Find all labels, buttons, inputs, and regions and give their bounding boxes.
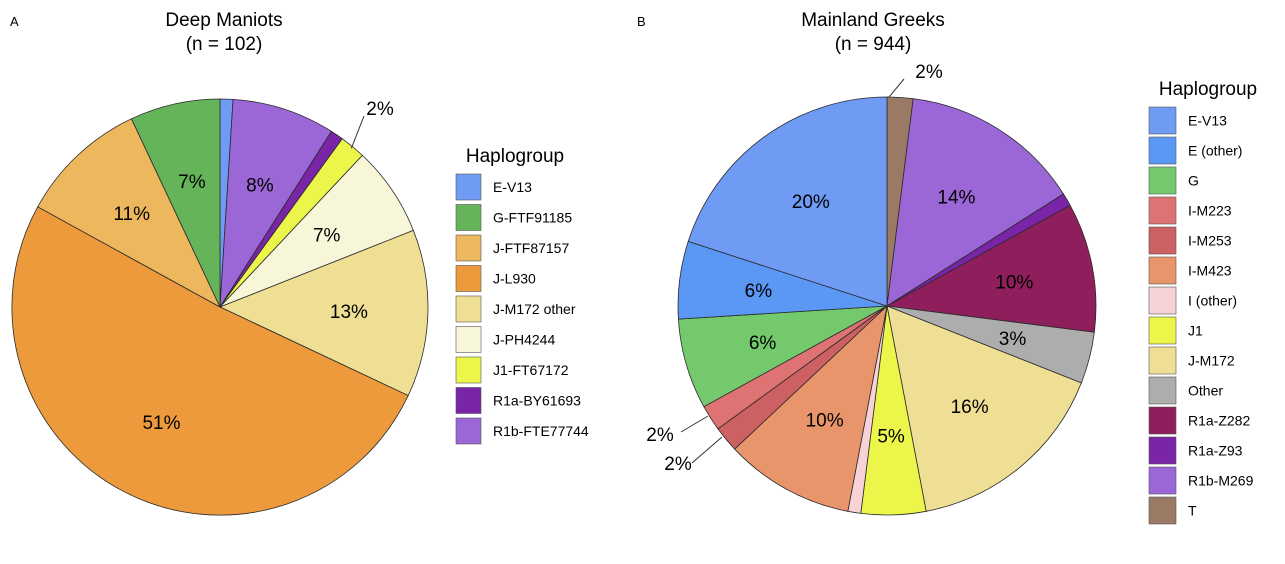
slice-label-j1: 5% xyxy=(877,427,905,448)
panel-b-subtitle: (n = 944) xyxy=(835,34,912,55)
slice-label-i-m423: 10% xyxy=(806,411,844,432)
slice-label-other: 3% xyxy=(999,329,1027,350)
legend-label-j1: J1 xyxy=(1188,323,1203,339)
legend-label-other: Other xyxy=(1188,383,1223,399)
callout-line-i-m253 xyxy=(691,436,723,464)
legend-swatch-i-m253 xyxy=(1148,226,1177,255)
legend-label-e-v13: E-V13 xyxy=(493,179,532,195)
legend-label-j1-ft67172: J1-FT67172 xyxy=(493,362,569,378)
slice-label-j-m172: 16% xyxy=(951,397,989,418)
slice-label-j1-ft67172: 2% xyxy=(366,99,394,120)
slice-label-t: 2% xyxy=(915,62,943,83)
panel-a-pie: 8% 2% 7% 13% 51% 11% 7% xyxy=(11,98,429,516)
legend-swatch-r1a-z93 xyxy=(1148,436,1177,465)
legend-swatch-i-m223 xyxy=(1148,196,1177,225)
slice-label-g-ftf91185: 7% xyxy=(178,172,206,193)
legend-label-i-other: I (other) xyxy=(1188,293,1237,309)
slice-label-r1b-m269: 14% xyxy=(937,188,975,209)
slice-label-j-l930: 51% xyxy=(142,413,180,434)
slice-label-g: 6% xyxy=(749,333,777,354)
panel-a-subtitle: (n = 102) xyxy=(186,34,263,55)
legend-label-i-m423: I-M423 xyxy=(1188,263,1232,279)
callout-line-i-m223 xyxy=(680,415,709,433)
legend-label-j-m172: J-M172 xyxy=(1188,353,1235,369)
legend-swatch-j1-ft67172 xyxy=(455,356,482,384)
legend-label-i-m223: I-M223 xyxy=(1188,203,1232,219)
legend-label-r1a-z93: R1a-Z93 xyxy=(1188,443,1243,459)
legend-label-r1b-m269: R1b-M269 xyxy=(1188,473,1254,489)
pie-slice-j-ftf87157 xyxy=(37,118,221,308)
legend-swatch-t xyxy=(1148,496,1177,525)
slice-label-j-ph4244: 7% xyxy=(313,226,341,247)
legend-label-r1a-z282: R1a-Z282 xyxy=(1188,413,1250,429)
slice-label-j-m172-other: 13% xyxy=(330,302,368,323)
pie-slice-g-ftf91185 xyxy=(130,98,221,308)
legend-swatch-r1b-m269 xyxy=(1148,466,1177,495)
legend-label-i-m253: I-M253 xyxy=(1188,233,1232,249)
panel-b-title: Mainland Greeks xyxy=(801,10,945,31)
legend-swatch-j-m172 xyxy=(1148,346,1177,375)
pie-slice-i-m423 xyxy=(734,304,888,512)
slice-label-r1a-z282: 10% xyxy=(995,273,1033,294)
pie-slice-r1b-fte77744 xyxy=(219,98,333,308)
legend-swatch-g-ftf91185 xyxy=(455,204,482,231)
legend-label-e-v13: E-V13 xyxy=(1188,113,1227,129)
callout-line-j1-ft67172 xyxy=(350,115,365,149)
legend-swatch-r1b-fte77744 xyxy=(455,417,482,445)
legend-swatch-j-m172-other xyxy=(455,295,482,323)
legend-swatch-i-m423 xyxy=(1148,256,1177,285)
panel-a: A Deep Maniots (n = 102) 8% 2% 7% 13% 51% 11%… xyxy=(10,10,589,516)
legend-swatch-e-v13 xyxy=(455,173,482,201)
legend-label-g-ftf91185: G-FTF91185 xyxy=(493,210,572,226)
panel-b-legend: E-V13 E (other) G I-M223 I-M253 I-M423 I (othe… xyxy=(1148,106,1254,525)
pie-slice-j-m172 xyxy=(886,305,1082,512)
pie-slice-j-l930 xyxy=(11,206,409,516)
legend-label-r1b-fte77744: R1b-FTE77744 xyxy=(493,423,589,439)
panel-b: B Mainland Greeks (n = 944) 2% 14% 10% 3% 16… xyxy=(637,10,1257,525)
panel-b-pie: 2% 14% 10% 3% 16% 5% 10% 2% 2% 6% 6% 20% xyxy=(646,62,1097,516)
slice-label-i-m223: 2% xyxy=(646,425,674,446)
pie-slice-r1b-m269 xyxy=(886,98,1065,307)
pie-slice-j-m172-other xyxy=(218,229,429,397)
legend-label-j-m172-other: J-M172 other xyxy=(493,301,576,317)
panel-b-legend-title: Haplogroup xyxy=(1159,79,1257,100)
panel-a-letter: A xyxy=(10,14,19,29)
legend-swatch-i-other xyxy=(1148,286,1177,315)
callout-line-t xyxy=(888,78,905,98)
legend-swatch-j1 xyxy=(1148,316,1177,345)
legend-label-t: T xyxy=(1188,503,1197,519)
panel-a-legend: E-V13 G-FTF91185 J-FTF87157 J-L930 J-M172 ot… xyxy=(455,173,589,445)
legend-swatch-r1a-z282 xyxy=(1148,406,1177,435)
legend-swatch-j-ph4244 xyxy=(455,326,482,353)
slice-label-j-ftf87157: 11% xyxy=(113,204,150,225)
legend-swatch-j-ftf87157 xyxy=(455,234,482,262)
legend-swatch-e-other xyxy=(1148,136,1177,165)
slice-label-e-other: 6% xyxy=(745,281,773,302)
legend-swatch-j-l930 xyxy=(455,265,482,292)
panel-a-title: Deep Maniots xyxy=(165,10,282,31)
legend-label-j-l930: J-L930 xyxy=(493,271,536,287)
legend-swatch-r1a-by61693 xyxy=(455,387,482,414)
pie-slice-e-v13 xyxy=(687,96,888,307)
legend-label-g: G xyxy=(1188,173,1199,189)
legend-swatch-g xyxy=(1148,166,1177,195)
legend-label-e-other: E (other) xyxy=(1188,143,1242,159)
panel-b-letter: B xyxy=(637,14,646,29)
legend-label-j-ftf87157: J-FTF87157 xyxy=(493,240,569,256)
legend-label-r1a-by61693: R1a-BY61693 xyxy=(493,393,581,409)
legend-label-j-ph4244: J-PH4244 xyxy=(493,332,555,348)
legend-swatch-other xyxy=(1148,376,1177,405)
pie-slice-r1a-z282 xyxy=(885,204,1097,333)
slice-label-r1b-fte77744: 8% xyxy=(246,175,274,196)
slice-label-e-v13: 20% xyxy=(792,192,830,213)
panel-a-legend-title: Haplogroup xyxy=(466,146,564,167)
slice-label-i-m253: 2% xyxy=(664,454,692,475)
legend-swatch-e-v13 xyxy=(1148,106,1177,135)
